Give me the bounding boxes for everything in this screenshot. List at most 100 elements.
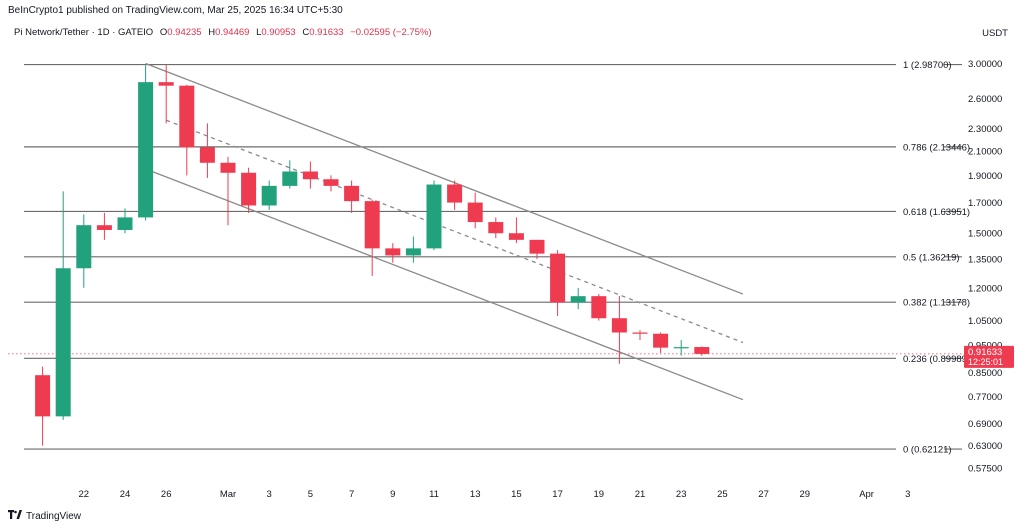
fib-level-label: 0.382 (1.13178) (903, 298, 970, 309)
candle-body (364, 201, 380, 249)
low-value: 0.90953 (261, 27, 296, 38)
candle (653, 332, 669, 353)
candle-body (220, 162, 236, 173)
low-label: L (256, 27, 262, 38)
candle (323, 175, 339, 192)
candle-body (241, 172, 257, 206)
candle (55, 191, 71, 420)
time-tick-label: 11 (429, 489, 439, 500)
price-tick-label: 1.05000 (968, 316, 1002, 327)
channel-lower-line (145, 168, 744, 401)
candle-body (35, 375, 51, 417)
price-tick-label: 1.20000 (968, 283, 1002, 294)
candle (261, 180, 277, 210)
time-tick-label: 7 (349, 489, 354, 500)
candle (467, 192, 483, 229)
candle-body (117, 217, 133, 230)
candle-body (673, 347, 689, 349)
candle (241, 167, 257, 213)
candle (529, 239, 545, 260)
channel-middle-line (165, 119, 744, 344)
time-tick-label: Mar (220, 489, 236, 500)
price-tick-label: 3.00000 (968, 59, 1002, 70)
close-value: 0.91633 (309, 27, 344, 38)
time-tick-label: 19 (594, 489, 605, 500)
fib-level-label: 0.236 (0.89989) (903, 354, 970, 365)
candle-body (323, 179, 339, 186)
candle (550, 250, 566, 316)
tradingview-brand[interactable]: TradingView (8, 510, 81, 522)
time-tick-label: Apr (859, 489, 874, 500)
price-tick-label: 2.10000 (968, 146, 1002, 157)
candle (282, 160, 298, 189)
candle (302, 161, 318, 189)
candle-body (426, 184, 442, 249)
open-value: 0.94235 (167, 27, 202, 38)
candle-body (158, 82, 174, 86)
candle (117, 208, 133, 234)
time-tick-label: 9 (390, 489, 395, 500)
candle (138, 65, 154, 221)
time-tick-label: 3 (905, 489, 910, 500)
time-tick-label: 17 (552, 489, 563, 500)
candle-body (591, 296, 607, 319)
candle-body (344, 185, 360, 202)
fib-level-label: 0 (0.62121) (903, 445, 952, 456)
fib-level-label: 0.618 (1.63951) (903, 207, 970, 218)
time-tick-label: 26 (161, 489, 172, 500)
candle-body (694, 347, 710, 354)
price-tick-label: 1.35000 (968, 255, 1002, 266)
price-tick-label: 0.69000 (968, 419, 1002, 430)
candle-body (302, 171, 318, 180)
candle (673, 339, 689, 356)
candle-body (76, 225, 92, 269)
price-tag-countdown: 12:25:01 (968, 357, 1003, 367)
candle (96, 212, 112, 240)
symbol-name[interactable]: Pi Network/Tether · 1D · GATEIO (14, 27, 154, 38)
candle-body (632, 332, 648, 334)
fib-level-label: 1 (2.98700) (903, 60, 952, 71)
candle (344, 180, 360, 213)
candle-body (179, 85, 195, 148)
candle-body (385, 248, 401, 256)
candle-body (282, 171, 298, 186)
price-unit-label: USDT (982, 28, 1008, 39)
price-tick-label: 1.90000 (968, 171, 1002, 182)
price-tick-label: 2.30000 (968, 124, 1002, 135)
price-tick-label: 1.70000 (968, 198, 1002, 209)
time-tick-label: 3 (267, 489, 272, 500)
candle-body (488, 222, 504, 234)
candle (591, 294, 607, 321)
candle (179, 84, 195, 176)
candle-body (611, 318, 627, 333)
candle (220, 156, 236, 226)
candles (35, 65, 710, 446)
open-label: O (159, 27, 168, 38)
candle-body (529, 239, 545, 254)
high-label: H (208, 27, 216, 38)
time-tick-label: 15 (511, 489, 522, 500)
candle-body (96, 225, 112, 230)
candle (611, 296, 627, 364)
candle-body (570, 296, 586, 303)
change-value: −0.02595 (−2.75%) (350, 27, 432, 38)
time-tick-label: 27 (758, 489, 769, 500)
candle (488, 217, 504, 239)
symbol-ohlc-line: Pi Network/Tether · 1D · GATEIO O0.94235… (14, 27, 432, 38)
price-tick-label: 0.63000 (968, 441, 1002, 452)
candle (694, 346, 710, 356)
close-label: C (302, 27, 310, 38)
price-axis: 3.00000 2.60000 2.30000 2.10000 1.90000 1.700… (968, 59, 1002, 475)
candle-body (199, 147, 215, 163)
price-tick-label: 0.85000 (968, 368, 1002, 379)
descending-channel (145, 62, 744, 401)
price-tag-box (964, 345, 1014, 368)
candle-body (261, 185, 277, 206)
candle-body (447, 184, 463, 203)
time-tick-label: 25 (717, 489, 728, 500)
candle (426, 180, 442, 251)
tradingview-logo-icon (8, 510, 22, 522)
candle-body (467, 202, 483, 223)
